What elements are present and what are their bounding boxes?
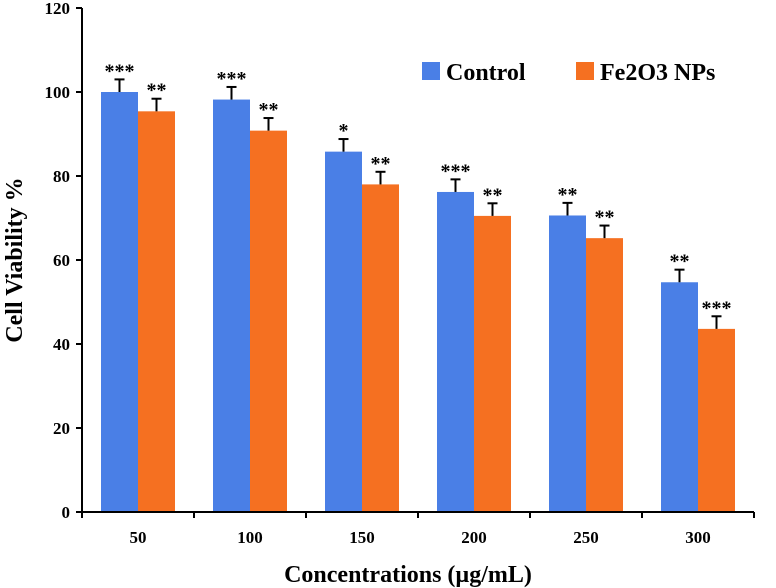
y-tick-label: 20 [53,419,70,438]
significance-label: *** [441,160,471,182]
bars-layer: *** ************************ [101,60,735,513]
bar-control-150 [325,151,362,512]
legend-label-control: Control [446,60,526,86]
legend-label-fe2o3: Fe2O3 NPs [600,60,715,86]
significance-label: *** [105,60,135,82]
x-tick-label: 300 [685,528,711,547]
significance-label: *** [217,68,247,90]
bar-fe2o3-150 [362,184,399,512]
bar-fe2o3-100 [250,130,287,512]
x-tick-label: 100 [237,528,263,547]
significance-label: ** [371,153,391,175]
y-tick-label: 0 [62,503,71,522]
y-tick-label: 80 [53,167,70,186]
bar-fe2o3-200 [474,215,511,512]
bar-control-300 [661,282,698,512]
bar-control-250 [549,215,586,513]
ticks-layer: 0 20 40 60 80 100 120 50 100 150 200 250 300 [45,0,755,547]
y-tick-label: 120 [45,0,71,18]
significance-label: ** [483,184,503,206]
x-tick-label: 150 [349,528,375,547]
x-axis-title: Concentrations (µg/mL) [284,562,532,588]
significance-label: ** [558,184,578,206]
bar-fe2o3-250 [586,238,623,512]
significance-label: ** [595,207,615,229]
significance-label: ** [670,251,690,273]
significance-label: *** [702,297,732,319]
y-axis-title: Cell Viability % [2,177,28,342]
bar-fe2o3-50 [138,111,175,512]
y-tick-label: 60 [53,251,70,270]
bar-fe2o3-300 [698,328,735,512]
legend-swatch-control [422,62,440,80]
legend-swatch-fe2o3 [576,62,594,80]
legend: Control Fe2O3 NPs [422,60,715,86]
significance-label: ** [147,80,167,102]
significance-label: * [339,120,349,142]
x-tick-label: 250 [573,528,599,547]
bar-control-50 [101,92,138,512]
significance-label: ** [259,99,279,121]
bar-control-200 [437,191,474,512]
y-tick-label: 40 [53,335,70,354]
x-tick-label: 50 [130,528,147,547]
y-tick-label: 100 [45,83,71,102]
x-tick-label: 200 [461,528,487,547]
bar-control-100 [213,99,250,512]
